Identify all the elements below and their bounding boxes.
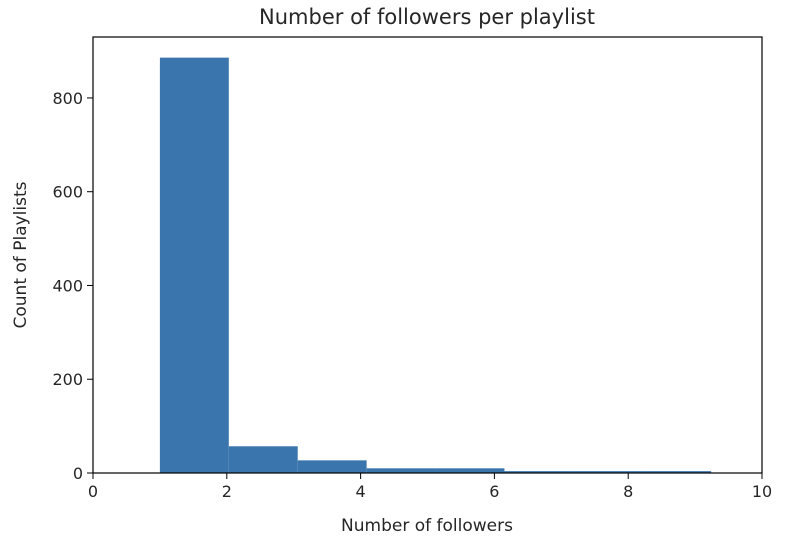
y-tick-label: 0 xyxy=(73,464,83,483)
x-axis-label: Number of followers xyxy=(341,516,513,536)
plot-frame xyxy=(92,36,763,474)
histogram-bar-4 xyxy=(366,468,436,473)
y-tick-label: 800 xyxy=(52,89,83,108)
histogram-bar-3 xyxy=(297,460,367,473)
x-axis-ticks: 0 2 4 6 8 10 xyxy=(88,473,772,501)
y-axis-ticks: 0 200 400 600 800 xyxy=(52,89,93,483)
y-axis-label: Count of Playlists xyxy=(11,181,31,328)
x-tick-label: 2 xyxy=(222,482,232,501)
histogram-bar-5 xyxy=(435,468,505,473)
histogram-bar-2 xyxy=(228,446,298,473)
histogram-bar-7 xyxy=(573,471,643,473)
histogram-bar-8 xyxy=(642,471,712,473)
x-tick-label: 8 xyxy=(623,482,633,501)
histogram-bar-1 xyxy=(159,57,229,473)
histogram-bars xyxy=(159,57,712,473)
histogram-bar-6 xyxy=(504,471,574,473)
x-tick-label: 6 xyxy=(489,482,499,501)
x-tick-label: 0 xyxy=(88,482,98,501)
x-tick-label: 4 xyxy=(356,482,366,501)
x-tick-label: 10 xyxy=(752,482,772,501)
y-tick-label: 200 xyxy=(52,370,83,389)
y-tick-label: 400 xyxy=(52,276,83,295)
y-tick-label: 600 xyxy=(52,183,83,202)
chart-title: Number of followers per playlist xyxy=(259,5,595,29)
